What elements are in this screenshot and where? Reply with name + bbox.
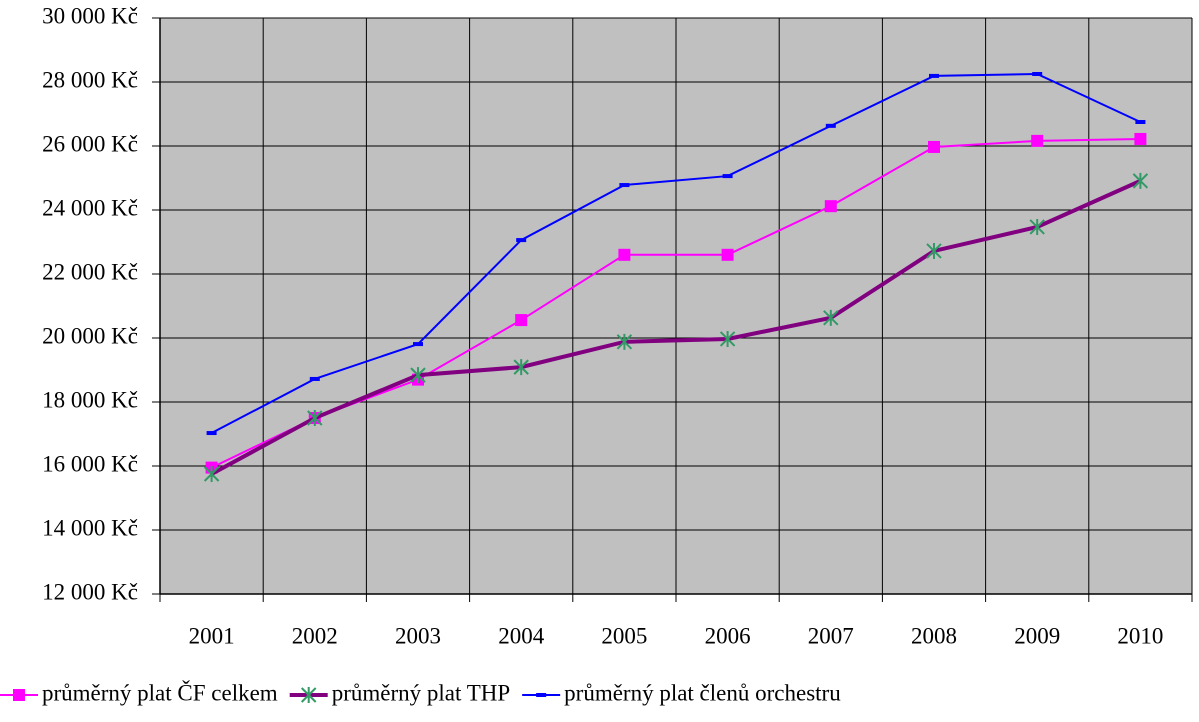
y-tick-label: 18 000 Kč — [42, 387, 138, 412]
y-tick-label: 22 000 Kč — [42, 259, 138, 284]
marker — [928, 140, 940, 153]
marker — [618, 248, 631, 261]
marker — [719, 330, 736, 347]
marker — [410, 367, 426, 384]
x-tick-label: 2001 — [189, 623, 235, 648]
x-tick-label: 2003 — [395, 623, 441, 648]
legend-label: průměrný plat THP — [332, 680, 510, 705]
marker — [206, 431, 217, 436]
marker — [616, 333, 633, 350]
marker — [1135, 120, 1146, 124]
marker — [1032, 72, 1043, 76]
legend-label: průměrný plat členů orchestru — [564, 680, 841, 705]
x-tick-label: 2009 — [1014, 623, 1060, 648]
legend-label: průměrný plat ČF celkem — [42, 679, 278, 705]
x-tick-label: 2006 — [705, 623, 751, 648]
marker — [309, 376, 320, 381]
marker — [824, 200, 837, 213]
marker — [825, 123, 836, 128]
series-line — [211, 137, 1141, 469]
marker — [13, 689, 25, 701]
marker — [536, 693, 547, 697]
y-tick-label: 16 000 Kč — [42, 451, 138, 476]
marker — [823, 309, 839, 326]
marker — [413, 342, 423, 347]
x-tick-label: 2005 — [601, 623, 647, 648]
series-line — [211, 72, 1141, 434]
y-tick-label: 26 000 Kč — [42, 131, 138, 156]
marker — [1031, 134, 1044, 147]
marker — [929, 73, 939, 78]
y-tick-label: 28 000 Kč — [42, 67, 138, 92]
marker — [1134, 132, 1147, 145]
marker — [721, 248, 734, 261]
marker — [300, 687, 317, 703]
marker — [203, 466, 220, 482]
x-tick-label: 2010 — [1117, 623, 1163, 648]
marker — [926, 242, 942, 259]
marker — [515, 314, 528, 327]
y-tick-label: 20 000 Kč — [42, 323, 138, 348]
x-tick-label: 2002 — [292, 623, 338, 648]
y-tick-label: 24 000 Kč — [42, 195, 138, 220]
marker — [619, 183, 630, 188]
marker — [1029, 218, 1045, 235]
series-line — [210, 179, 1142, 476]
x-tick-label: 2008 — [911, 623, 957, 648]
marker — [513, 359, 529, 376]
y-tick-label: 14 000 Kč — [42, 515, 138, 540]
marker — [722, 174, 733, 179]
marker — [516, 238, 527, 243]
y-tick-label: 12 000 Kč — [42, 579, 138, 604]
y-tick-label: 30 000 Kč — [42, 3, 138, 28]
x-tick-label: 2004 — [498, 623, 545, 648]
marker — [1132, 172, 1149, 189]
x-tick-label: 2007 — [808, 623, 854, 648]
marker — [307, 410, 323, 426]
